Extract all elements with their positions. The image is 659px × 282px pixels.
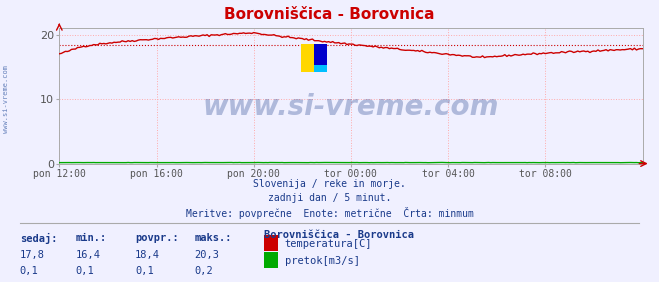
- Text: 17,8: 17,8: [20, 250, 45, 259]
- Text: 18,4: 18,4: [135, 250, 160, 259]
- Text: Borovniščica - Borovnica: Borovniščica - Borovnica: [264, 230, 414, 240]
- Text: temperatura[C]: temperatura[C]: [285, 239, 372, 250]
- Text: 0,1: 0,1: [76, 266, 94, 276]
- Text: maks.:: maks.:: [194, 233, 232, 243]
- Text: min.:: min.:: [76, 233, 107, 243]
- Text: www.si-vreme.com: www.si-vreme.com: [3, 65, 9, 133]
- Bar: [301, 45, 314, 72]
- Text: 0,1: 0,1: [135, 266, 154, 276]
- Text: 16,4: 16,4: [76, 250, 101, 259]
- Text: Borovniščica - Borovnica: Borovniščica - Borovnica: [224, 7, 435, 22]
- Text: www.si-vreme.com: www.si-vreme.com: [203, 93, 499, 121]
- Text: pretok[m3/s]: pretok[m3/s]: [285, 256, 360, 266]
- Text: povpr.:: povpr.:: [135, 233, 179, 243]
- Text: 0,2: 0,2: [194, 266, 213, 276]
- Bar: [314, 45, 327, 72]
- Text: sedaj:: sedaj:: [20, 233, 57, 244]
- Text: 0,1: 0,1: [20, 266, 38, 276]
- Text: 20,3: 20,3: [194, 250, 219, 259]
- Text: zadnji dan / 5 minut.: zadnji dan / 5 minut.: [268, 193, 391, 203]
- Bar: [314, 45, 327, 65]
- Text: Slovenija / reke in morje.: Slovenija / reke in morje.: [253, 179, 406, 189]
- Text: Meritve: povprečne  Enote: metrične  Črta: minmum: Meritve: povprečne Enote: metrične Črta:…: [186, 207, 473, 219]
